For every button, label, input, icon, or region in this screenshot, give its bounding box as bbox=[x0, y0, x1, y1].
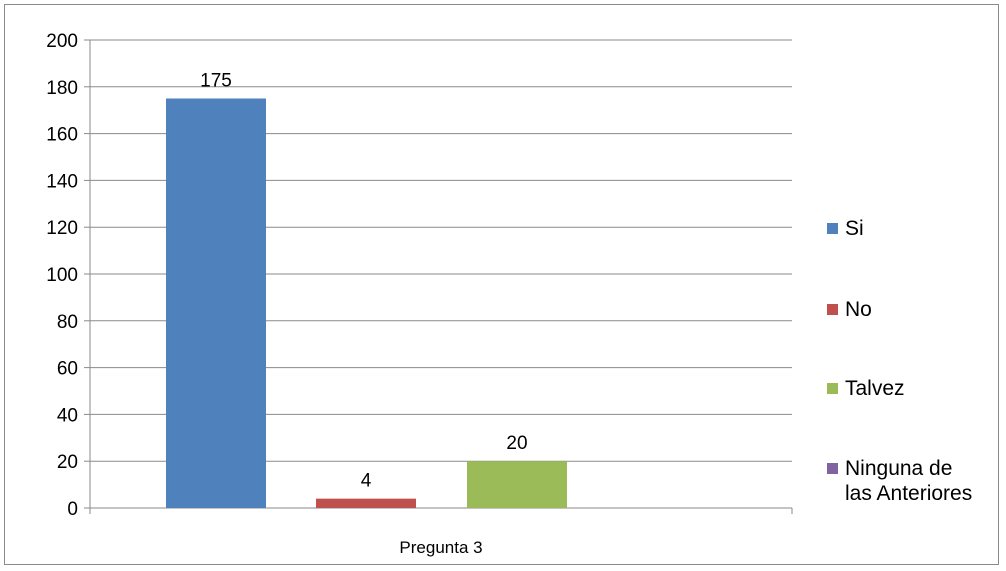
y-tick-label: 40 bbox=[57, 405, 78, 426]
legend-label: las Anteriores bbox=[845, 482, 972, 505]
y-tick-label: 120 bbox=[46, 218, 78, 239]
y-tick-label: 0 bbox=[67, 499, 78, 520]
legend-swatch bbox=[827, 304, 838, 315]
bars bbox=[166, 98, 567, 508]
data-label: 175 bbox=[200, 71, 232, 92]
y-tick-label: 180 bbox=[46, 78, 78, 99]
y-tick-label: 60 bbox=[57, 359, 78, 380]
data-label: 4 bbox=[361, 471, 372, 492]
data-label: 20 bbox=[506, 433, 527, 454]
legend-label: Talvez bbox=[845, 377, 905, 400]
y-tick-label: 200 bbox=[46, 31, 78, 52]
bar-no bbox=[316, 498, 416, 508]
legend-label: No bbox=[845, 298, 872, 321]
legend-label: Ninguna de bbox=[845, 457, 952, 480]
y-tick-label: 80 bbox=[57, 312, 78, 333]
legend-swatch bbox=[827, 383, 838, 394]
y-tick-label: 20 bbox=[57, 452, 78, 473]
legend-swatch bbox=[827, 223, 838, 234]
y-tick-label: 100 bbox=[46, 265, 78, 286]
y-tick-label: 160 bbox=[46, 125, 78, 146]
data-labels: 175 4 20 bbox=[200, 71, 527, 492]
legend-swatch bbox=[827, 463, 838, 474]
bar-talvez bbox=[467, 461, 567, 508]
y-tick-label: 140 bbox=[46, 171, 78, 192]
legend-label: Si bbox=[845, 217, 864, 240]
bar-si bbox=[166, 98, 266, 508]
x-category-label: Pregunta 3 bbox=[399, 538, 482, 557]
axes: 0 20 40 60 80 100 120 140 160 180 200 Pregunta 3 bbox=[46, 31, 793, 557]
